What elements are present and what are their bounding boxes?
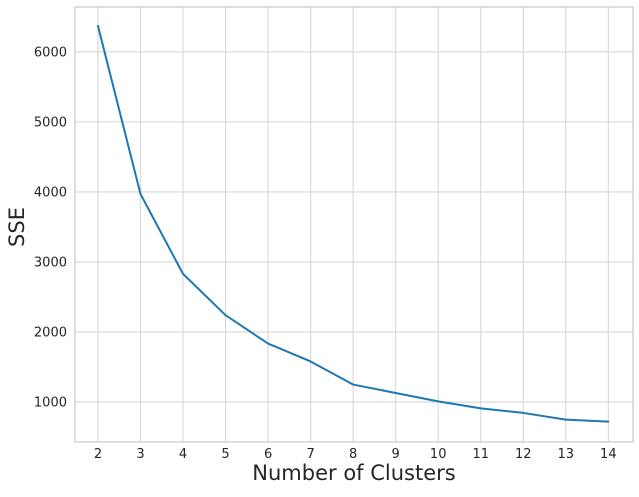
x-tick-label: 8 (349, 447, 357, 462)
x-tick-label: 6 (264, 447, 272, 462)
x-tick-label: 2 (94, 447, 102, 462)
y-tick-label: 2000 (34, 326, 67, 341)
x-tick-label: 3 (136, 447, 144, 462)
y-tick-label: 1000 (34, 396, 67, 411)
x-tick-label: 4 (179, 447, 187, 462)
y-tick-label: 5000 (34, 115, 67, 130)
x-tick-label: 12 (515, 447, 532, 462)
y-tick-label: 6000 (34, 45, 67, 60)
y-tick-label: 3000 (34, 255, 67, 270)
x-tick-label: 5 (221, 447, 229, 462)
x-tick-label: 7 (306, 447, 314, 462)
y-tick-label: 4000 (34, 185, 67, 200)
plot-border (74, 6, 634, 443)
x-tick-label: 14 (600, 447, 617, 462)
x-tick-label: 13 (558, 447, 575, 462)
sse-line (96, 24, 610, 423)
x-tick-label: 11 (472, 447, 489, 462)
x-axis-label: Number of Clusters (252, 461, 456, 485)
y-axis-label: SSE (5, 207, 29, 247)
x-tick-label: 9 (392, 447, 400, 462)
x-tick-label: 10 (430, 447, 447, 462)
